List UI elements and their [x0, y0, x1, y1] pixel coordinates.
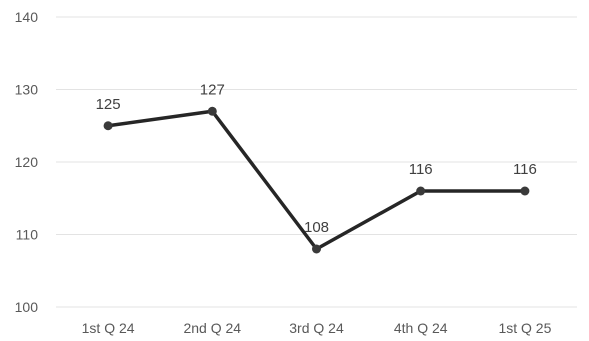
data-point	[416, 186, 426, 196]
data-point	[103, 121, 113, 131]
x-tick-label: 1st Q 24	[82, 320, 135, 336]
data-labels: 125 127 108 116 116	[96, 81, 537, 236]
x-axis: 1st Q 24 2nd Q 24 3rd Q 24 4th Q 24 1st Q 25	[82, 320, 552, 336]
series-layer	[103, 106, 530, 254]
x-tick-label: 1st Q 25	[498, 320, 551, 336]
data-label: 108	[304, 219, 329, 236]
data-label: 116	[513, 161, 537, 178]
y-axis: 100 110 120 130 140	[15, 9, 39, 315]
y-tick-label: 130	[15, 82, 39, 98]
data-point	[520, 186, 530, 196]
gridlines	[56, 16, 577, 308]
data-label: 116	[409, 161, 433, 178]
data-label: 125	[96, 96, 121, 113]
x-tick-label: 2nd Q 24	[183, 320, 241, 336]
x-tick-label: 3rd Q 24	[289, 320, 344, 336]
x-tick-label: 4th Q 24	[394, 320, 448, 336]
y-tick-label: 100	[15, 299, 39, 315]
data-point	[312, 244, 321, 254]
data-point	[207, 106, 217, 116]
data-label: 127	[200, 81, 225, 98]
y-tick-label: 110	[16, 227, 39, 243]
y-tick-label: 120	[15, 154, 39, 170]
y-tick-label: 140	[15, 9, 39, 25]
